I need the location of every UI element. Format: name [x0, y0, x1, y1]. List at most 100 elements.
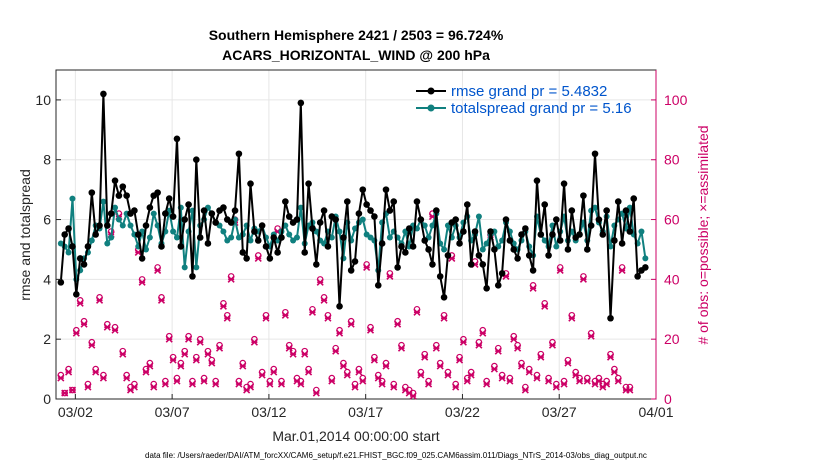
obs-assimilated-marker: [440, 314, 448, 322]
data-point-rmse: [618, 240, 626, 247]
data-point-spread: [475, 213, 482, 220]
obs-assimilated-marker: [575, 377, 584, 385]
obs-assimilated-marker: [397, 344, 406, 352]
data-point-rmse: [243, 255, 250, 262]
obs-assimilated-marker: [215, 344, 224, 352]
data-point-rmse: [506, 237, 514, 244]
data-point-rmse: [212, 219, 219, 226]
x-tick-label: 03/12: [251, 404, 286, 420]
x-tick-label: 04/01: [638, 404, 673, 420]
data-point-rmse: [138, 255, 146, 262]
data-point-rmse: [336, 302, 343, 310]
obs-assimilated-marker: [61, 389, 69, 397]
data-point-rmse: [239, 249, 247, 256]
data-point-spread: [112, 204, 119, 211]
data-point-rmse: [266, 255, 274, 262]
data-point-rmse: [378, 240, 386, 247]
data-point-rmse: [134, 231, 142, 238]
obs-assimilated-marker: [270, 368, 278, 376]
obs-assimilated-marker: [254, 254, 262, 262]
obs-assimilated-marker: [339, 362, 347, 370]
y-tick-label: 8: [43, 152, 51, 168]
x-tick-label: 03/22: [445, 404, 480, 420]
obs-assimilated-marker: [308, 308, 317, 316]
data-point-rmse: [235, 150, 243, 158]
obs-assimilated-marker: [266, 380, 274, 388]
data-point-rmse: [580, 192, 587, 199]
data-point-rmse: [340, 234, 347, 241]
data-point-rmse: [309, 225, 316, 232]
data-point-rmse: [591, 150, 599, 158]
data-point-spread: [220, 228, 227, 235]
data-point-rmse: [324, 243, 332, 250]
data-point-rmse: [553, 216, 560, 223]
data-point-rmse: [599, 231, 607, 238]
data-point-rmse: [374, 282, 382, 289]
data-point-spread: [352, 225, 359, 232]
obs-assimilated-marker: [490, 365, 498, 373]
obs-assimilated-marker: [382, 362, 390, 370]
data-point-spread: [69, 195, 76, 202]
data-point-rmse: [522, 225, 529, 232]
obs-assimilated-marker: [548, 341, 557, 349]
chart-subtitle: ACARS_HORIZONTAL_WIND @ 200 hPa: [222, 47, 490, 63]
data-point-rmse: [231, 207, 239, 214]
data-point-rmse: [332, 216, 339, 223]
obs-assimilated-marker: [390, 383, 398, 391]
data-point-rmse: [491, 246, 498, 253]
data-point-spread: [479, 246, 486, 253]
data-point-rmse: [525, 252, 533, 259]
data-point-rmse: [305, 180, 312, 187]
obs-assimilated-marker: [579, 275, 587, 283]
data-point-rmse: [254, 237, 262, 244]
obs-assimilated-marker: [552, 383, 560, 391]
y-tick-label: 4: [43, 271, 51, 287]
data-point-rmse: [614, 198, 622, 205]
obs-assimilated-marker: [556, 266, 564, 274]
obs-assimilated-marker: [68, 386, 77, 394]
obs-assimilated-marker: [92, 368, 100, 376]
obs-assimilated-marker: [258, 371, 266, 379]
data-point-spread: [541, 237, 548, 244]
obs-assimilated-marker: [366, 326, 375, 334]
obs-assimilated-marker: [316, 278, 324, 286]
obs-assimilated-marker: [335, 329, 344, 337]
obs-assimilated-marker: [146, 362, 154, 370]
data-point-rmse: [529, 267, 537, 274]
obs-assimilated-marker: [312, 389, 320, 397]
data-point-spread: [638, 228, 645, 235]
data-point-rmse: [69, 243, 76, 250]
x-tick-label: 03/27: [542, 404, 577, 420]
obs-assimilated-marker: [506, 377, 514, 385]
obs-assimilated-marker: [188, 380, 197, 388]
obs-assimilated-marker: [614, 377, 622, 385]
data-point-rmse: [247, 180, 254, 187]
obs-assimilated-marker: [204, 350, 212, 358]
data-point-rmse: [73, 291, 80, 298]
data-point-rmse: [549, 231, 556, 238]
obs-assimilated-marker: [517, 362, 526, 370]
obs-assimilated-marker: [111, 326, 119, 334]
obs-assimilated-marker: [378, 380, 386, 388]
obs-assimilated-marker: [568, 314, 576, 322]
obs-assimilated-marker: [533, 374, 541, 382]
obs-assimilated-marker: [212, 380, 220, 388]
obs-assimilated-marker: [150, 383, 158, 391]
data-point-rmse: [107, 210, 115, 217]
obs-assimilated-marker: [123, 374, 131, 382]
data-point-rmse: [313, 261, 320, 268]
legend: rmse grand pr = 5.4832 totalspread grand…: [416, 83, 632, 117]
data-point-rmse: [320, 207, 328, 214]
obs-assimilated-marker: [181, 350, 189, 358]
obs-assimilated-marker: [289, 350, 297, 358]
data-point-rmse: [146, 204, 154, 211]
data-point-rmse: [189, 273, 196, 280]
obs-assimilated-marker: [173, 377, 181, 385]
data-point-rmse: [475, 252, 483, 259]
obs-assimilated-marker: [154, 266, 162, 274]
data-point-spread: [429, 222, 436, 229]
data-point-spread: [286, 231, 293, 238]
data-point-rmse: [227, 219, 235, 226]
data-point-rmse: [282, 198, 289, 205]
obs-assimilated-marker: [332, 347, 340, 355]
